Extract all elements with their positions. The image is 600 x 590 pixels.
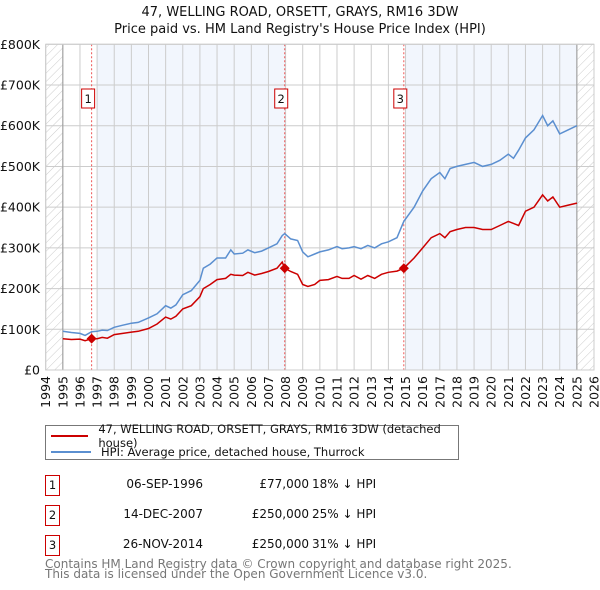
- sale-marker-label: 1: [84, 92, 91, 106]
- x-tick-label: 2008: [278, 376, 293, 408]
- transaction-date: 14-DEC-2007: [123, 507, 203, 521]
- legend-label: HPI: Average price, detached house, Thur…: [101, 445, 365, 459]
- transaction-number: 2: [45, 505, 60, 526]
- x-tick-label: 2022: [518, 376, 533, 408]
- x-tick-label: 2020: [484, 376, 499, 408]
- x-tick-label: 2021: [501, 376, 516, 408]
- y-tick-label: £400K: [0, 200, 41, 215]
- sale-marker-box: [393, 88, 408, 109]
- x-tick-label: 2019: [467, 376, 482, 408]
- x-tick-label: 2014: [381, 376, 396, 408]
- x-tick-label: 2007: [261, 376, 276, 408]
- x-tick-label: 2003: [192, 376, 207, 408]
- x-tick-label: 2024: [552, 376, 567, 408]
- sale-point: [398, 263, 409, 274]
- x-tick-label: 2002: [175, 376, 190, 408]
- y-tick-label: £300K: [0, 240, 41, 255]
- x-tick-label: 2017: [432, 376, 447, 408]
- x-tick-label: 1995: [55, 376, 70, 408]
- x-tick-label: 2023: [535, 376, 550, 408]
- sale-marker-box: [274, 88, 289, 109]
- sale-point: [86, 333, 97, 344]
- y-tick-label: £0: [24, 363, 40, 378]
- x-tick-label: 1996: [72, 376, 87, 408]
- x-tick-label: 2006: [244, 376, 259, 408]
- transaction-row: 1 06-SEP-1996 £77,000 18% ↓ HPI: [45, 475, 465, 496]
- transaction-hpi-diff: 31% ↓ HPI: [312, 537, 377, 551]
- x-tick-label: 2026: [587, 376, 600, 408]
- x-tick-label: 2010: [312, 376, 327, 408]
- transaction-row: 2 14-DEC-2007 £250,000 25% ↓ HPI: [45, 505, 465, 526]
- sale-marker-label: 2: [278, 92, 285, 106]
- y-tick-label: £500K: [0, 159, 41, 174]
- footer-line-2: This data is licensed under the Open Gov…: [45, 567, 428, 581]
- sale-marker-label: 3: [397, 92, 404, 106]
- transaction-row: 3 26-NOV-2014 £250,000 31% ↓ HPI: [45, 535, 465, 556]
- chart-legend: 47, WELLING ROAD, ORSETT, GRAYS, RM16 3D…: [45, 422, 459, 460]
- transaction-number: 1: [45, 475, 60, 496]
- chart-subtitle: Price paid vs. HM Land Registry's House …: [114, 22, 486, 37]
- y-tick-label: £800K: [0, 37, 41, 52]
- legend-item-hpi: HPI: Average price, detached house, Thur…: [51, 444, 365, 460]
- y-tick-label: £600K: [0, 118, 41, 133]
- transaction-price: £250,000: [251, 537, 309, 551]
- x-tick-label: 1999: [124, 376, 139, 408]
- series-line: [62, 113, 578, 337]
- footer-attribution: Contains HM Land Registry data © Crown c…: [45, 557, 512, 581]
- x-tick-label: 2025: [569, 376, 584, 408]
- chart-title: 47, WELLING ROAD, ORSETT, GRAYS, RM16 3D…: [142, 5, 459, 20]
- transaction-price: £77,000: [259, 477, 309, 491]
- transaction-number: 3: [45, 535, 60, 556]
- sale-marker-box: [81, 88, 96, 109]
- transaction-date: 26-NOV-2014: [122, 537, 203, 551]
- x-tick-label: 2013: [364, 376, 379, 408]
- x-tick-label: 2016: [415, 376, 430, 408]
- legend-swatch-red: [51, 435, 89, 437]
- legend-item-property: 47, WELLING ROAD, ORSETT, GRAYS, RM16 3D…: [51, 422, 458, 450]
- x-tick-label: 2004: [210, 376, 225, 408]
- transaction-hpi-diff: 25% ↓ HPI: [312, 507, 377, 521]
- x-tick-label: 2011: [329, 376, 344, 408]
- y-tick-label: £100K: [0, 322, 41, 337]
- x-tick-label: 1997: [90, 376, 105, 408]
- transaction-price: £250,000: [251, 507, 309, 521]
- x-tick-label: 2009: [295, 376, 310, 408]
- x-tick-label: 2018: [449, 376, 464, 408]
- footer-line-1: Contains HM Land Registry data © Crown c…: [45, 557, 512, 571]
- sale-point: [279, 263, 290, 274]
- price-chart: 47, WELLING ROAD, ORSETT, GRAYS, RM16 3D…: [0, 5, 600, 408]
- transaction-hpi-diff: 18% ↓ HPI: [312, 477, 377, 491]
- x-tick-label: 2012: [347, 376, 362, 408]
- x-tick-label: 2000: [141, 376, 156, 408]
- plot-border: [45, 43, 595, 371]
- series-line: [62, 193, 578, 342]
- x-tick-label: 1998: [107, 376, 122, 408]
- x-tick-label: 1994: [38, 376, 53, 408]
- y-tick-label: £200K: [0, 281, 41, 296]
- y-tick-label: £700K: [0, 78, 41, 93]
- transaction-date: 06-SEP-1996: [126, 477, 203, 491]
- legend-swatch-blue: [51, 451, 91, 453]
- x-tick-label: 2015: [398, 376, 413, 408]
- legend-label: 47, WELLING ROAD, ORSETT, GRAYS, RM16 3D…: [98, 422, 441, 450]
- x-tick-label: 2001: [158, 376, 173, 408]
- x-tick-label: 2005: [227, 376, 242, 408]
